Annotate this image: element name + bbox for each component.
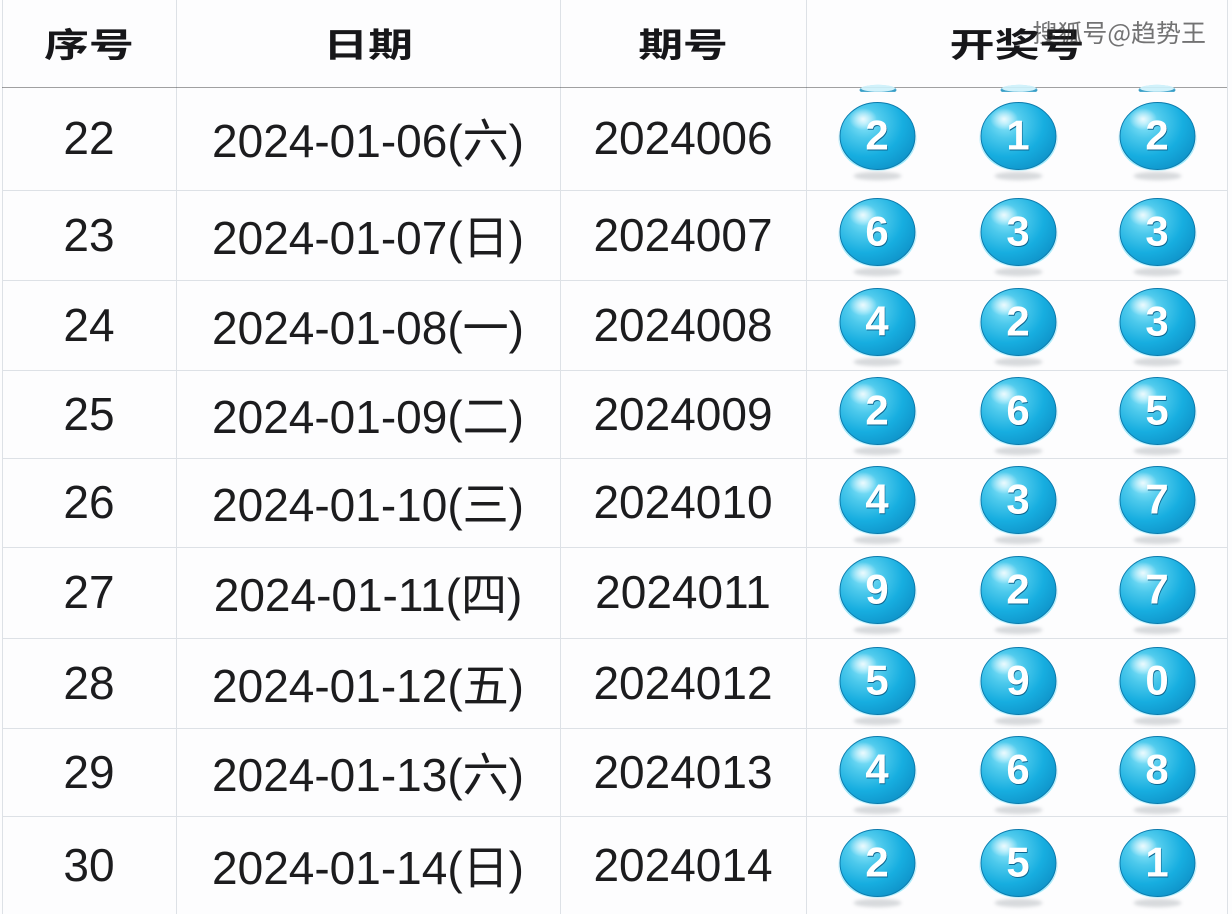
svg-text:1: 1: [1007, 111, 1030, 158]
svg-text:1: 1: [1145, 838, 1168, 885]
svg-text:4: 4: [866, 476, 890, 523]
svg-text:3: 3: [1145, 208, 1168, 255]
svg-text:7: 7: [1145, 476, 1168, 523]
svg-text:2: 2: [1145, 111, 1168, 158]
svg-text:3: 3: [1145, 298, 1168, 345]
svg-text:5: 5: [1007, 838, 1030, 885]
svg-text:2: 2: [1007, 566, 1030, 613]
svg-text:6: 6: [866, 208, 889, 255]
svg-text:5: 5: [1145, 387, 1168, 434]
svg-text:6: 6: [1007, 745, 1030, 792]
svg-text:2: 2: [866, 111, 889, 158]
svg-text:6: 6: [1007, 387, 1030, 434]
svg-text:2: 2: [866, 838, 889, 885]
svg-text:0: 0: [1145, 656, 1168, 703]
svg-text:2: 2: [866, 387, 889, 434]
svg-text:9: 9: [1007, 656, 1030, 703]
svg-text:5: 5: [866, 656, 889, 703]
svg-text:4: 4: [866, 745, 890, 792]
svg-text:8: 8: [1145, 745, 1168, 792]
svg-text:3: 3: [1007, 208, 1030, 255]
svg-text:3: 3: [1007, 476, 1030, 523]
svg-text:7: 7: [1145, 566, 1168, 613]
svg-text:2: 2: [1007, 298, 1030, 345]
svg-text:4: 4: [866, 298, 890, 345]
svg-text:9: 9: [866, 566, 889, 613]
